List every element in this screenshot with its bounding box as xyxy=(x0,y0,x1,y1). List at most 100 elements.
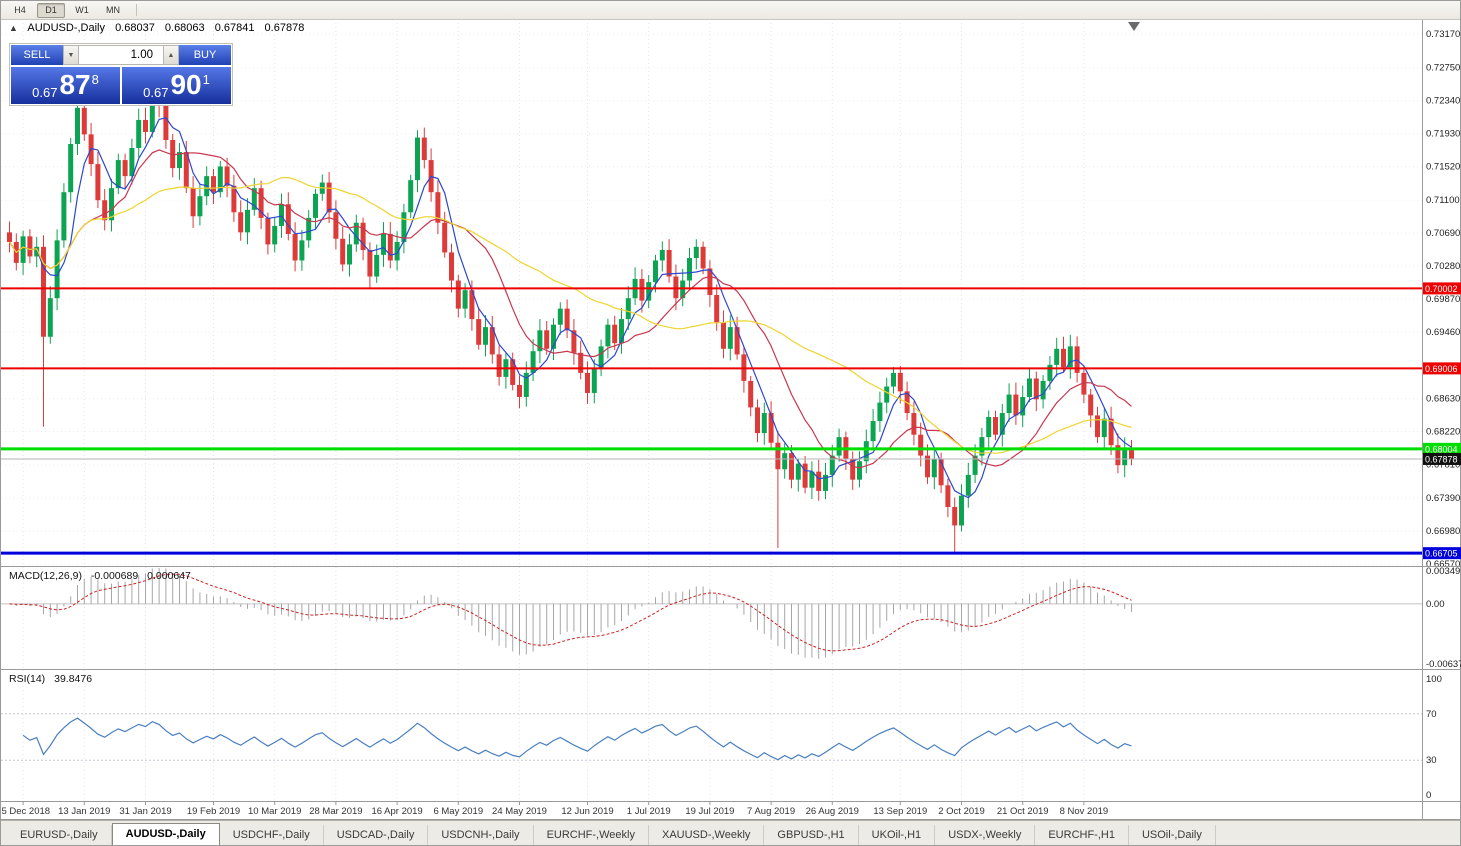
macd-axis: 0.00349 0.00 -0.00637 xyxy=(1426,566,1461,670)
ohlc-open: 0.68037 xyxy=(115,22,155,34)
svg-text:12 Jun 2019: 12 Jun 2019 xyxy=(561,806,613,817)
level-price-tag-0.69006[interactable]: 0.69006 xyxy=(1423,362,1461,375)
svg-text:19 Feb 2019: 19 Feb 2019 xyxy=(187,806,240,817)
ohlc-high: 0.68063 xyxy=(164,22,205,34)
svg-text:0.70280: 0.70280 xyxy=(1426,261,1460,272)
svg-text:0.69870: 0.69870 xyxy=(1426,294,1460,305)
buy-price-pipette: 1 xyxy=(202,72,210,87)
svg-text:0.73170: 0.73170 xyxy=(1426,29,1460,40)
level-price-tag-0.70002[interactable]: 0.70002 xyxy=(1423,282,1461,295)
macd-histogram xyxy=(15,568,1132,659)
rsi-axis: 100 70 30 0 xyxy=(1426,674,1442,801)
grid xyxy=(1,19,1422,800)
timeframe-button-d1[interactable]: D1 xyxy=(37,2,65,18)
svg-text:30: 30 xyxy=(1426,755,1437,766)
svg-text:0: 0 xyxy=(1426,790,1431,801)
svg-text:0.00349: 0.00349 xyxy=(1426,566,1460,577)
chart-info-line: ▲ AUDUSD-,Daily 0.68037 0.68063 0.67841 … xyxy=(9,22,311,34)
one-click-quotes-row: 0.67 87 8 0.67 90 1 xyxy=(11,67,231,104)
chart-tab-audusd-daily[interactable]: AUDUSD-,Daily xyxy=(111,823,220,845)
svg-text:13 Jan 2019: 13 Jan 2019 xyxy=(58,806,110,817)
svg-text:2 Oct 2019: 2 Oct 2019 xyxy=(938,806,984,817)
macd-signal-value: 0.000647 xyxy=(147,570,191,582)
chart-tabs-bar: EURUSD-,Daily AUDUSD-,Daily USDCHF-,Daily U… xyxy=(1,820,1460,845)
svg-text:0.66705: 0.66705 xyxy=(1425,549,1458,559)
chart-tab-usoil-daily[interactable]: USOil-,Daily xyxy=(1129,825,1216,845)
svg-text:0.00: 0.00 xyxy=(1426,599,1445,610)
timeframe-toolbar: H4 D1 W1 MN xyxy=(1,1,1460,20)
svg-text:100: 100 xyxy=(1426,674,1442,685)
svg-text:0.70002: 0.70002 xyxy=(1425,284,1458,294)
ohlc-low: 0.67841 xyxy=(214,22,255,34)
macd-main-value: -0.000689 xyxy=(90,570,139,582)
timeframe-button-h4[interactable]: H4 xyxy=(14,4,26,15)
level-price-tag-0.66705[interactable]: 0.66705 xyxy=(1423,547,1461,560)
svg-text:0.68004: 0.68004 xyxy=(1425,444,1458,454)
svg-text:0.68220: 0.68220 xyxy=(1426,427,1460,438)
sell-price-display[interactable]: 0.67 87 8 xyxy=(11,67,120,104)
svg-text:26 Aug 2019: 26 Aug 2019 xyxy=(806,806,859,817)
svg-text:25 Dec 2018: 25 Dec 2018 xyxy=(1,806,50,817)
ma-13-line xyxy=(8,149,1132,469)
ma-34-line xyxy=(8,176,1132,454)
rsi-info-line: RSI(14) 39.8476 xyxy=(9,673,98,685)
chart-tab-usdx-weekly[interactable]: USDX-,Weekly xyxy=(935,825,1036,845)
svg-text:0.69460: 0.69460 xyxy=(1426,327,1460,338)
volume-increase-button[interactable]: ▲ xyxy=(163,45,179,65)
svg-text:70: 70 xyxy=(1426,709,1437,720)
sell-price-pipette: 8 xyxy=(91,72,99,87)
level-price-tag-0.68004[interactable]: 0.68004 xyxy=(1423,442,1461,455)
svg-text:0.68630: 0.68630 xyxy=(1426,394,1460,405)
sell-price-big: 87 xyxy=(59,69,91,100)
date-axis: 25 Dec 2018 13 Jan 2019 31 Jan 2019 19 Feb … xyxy=(1,801,1108,817)
svg-text:0.67878: 0.67878 xyxy=(1425,454,1458,464)
buy-price-display[interactable]: 0.67 90 1 xyxy=(122,67,231,104)
sell-button[interactable]: SELL xyxy=(11,45,63,65)
bid-price-tag: 0.67878 xyxy=(1423,452,1461,465)
rsi-label: RSI(14) xyxy=(9,673,46,685)
chart-symbol-period: AUDUSD-,Daily xyxy=(27,22,105,34)
timeframe-button-w1[interactable]: W1 xyxy=(75,4,89,15)
svg-text:13 Sep 2019: 13 Sep 2019 xyxy=(873,806,927,817)
one-click-controls-row: SELL ▼ ▲ BUY xyxy=(11,45,231,65)
sell-price-prefix: 0.67 xyxy=(32,85,58,100)
svg-text:21 Oct 2019: 21 Oct 2019 xyxy=(997,806,1049,817)
svg-text:0.72340: 0.72340 xyxy=(1426,96,1460,107)
one-click-collapse-icon[interactable]: ▲ xyxy=(9,23,18,33)
toolbar-separator xyxy=(136,4,137,16)
timeframe-button-mn[interactable]: MN xyxy=(106,4,120,15)
svg-text:31 Jan 2019: 31 Jan 2019 xyxy=(119,806,171,817)
svg-text:28 Mar 2019: 28 Mar 2019 xyxy=(309,806,362,817)
svg-text:0.71520: 0.71520 xyxy=(1426,162,1460,173)
chart-tab-eurchf-h1[interactable]: EURCHF-,H1 xyxy=(1035,825,1129,845)
macd-info-line: MACD(12,26,9) -0.000689 0.000647 xyxy=(9,570,197,582)
rsi-value: 39.8476 xyxy=(54,673,93,685)
svg-text:0.66570: 0.66570 xyxy=(1426,559,1460,570)
candlestick-series xyxy=(7,80,1134,552)
buy-price-big: 90 xyxy=(170,69,202,100)
svg-text:0.72750: 0.72750 xyxy=(1426,63,1460,74)
buy-button[interactable]: BUY xyxy=(179,45,231,65)
chart-tab-eurusd-daily[interactable]: EURUSD-,Daily xyxy=(7,825,112,845)
svg-text:0.71930: 0.71930 xyxy=(1426,129,1460,140)
volume-decrease-button[interactable]: ▼ xyxy=(63,45,79,65)
svg-text:0.67390: 0.67390 xyxy=(1426,493,1460,504)
svg-text:7 Aug 2019: 7 Aug 2019 xyxy=(747,806,795,817)
svg-text:8 Nov 2019: 8 Nov 2019 xyxy=(1060,806,1109,817)
svg-text:24 May 2019: 24 May 2019 xyxy=(492,806,547,817)
price-axis: 0.73170 0.72750 0.72340 0.71930 0.71520 0.711… xyxy=(1426,29,1460,570)
chart-tab-usdcad-daily[interactable]: USDCAD-,Daily xyxy=(324,825,429,845)
chart-shift-marker-icon[interactable] xyxy=(1128,22,1140,31)
chart-tab-eurchf-weekly[interactable]: EURCHF-,Weekly xyxy=(534,825,649,845)
chart-tab-ukoil-h1[interactable]: UKOil-,H1 xyxy=(859,825,936,845)
svg-text:0.70690: 0.70690 xyxy=(1426,228,1460,239)
chart-tab-xauusd-weekly[interactable]: XAUUSD-,Weekly xyxy=(649,825,765,845)
chart-tab-gbpusd-h1[interactable]: GBPUSD-,H1 xyxy=(764,825,859,845)
chart-canvas[interactable]: 0.73170 0.72750 0.72340 0.71930 0.71520 0.711… xyxy=(1,1,1461,823)
chart-tab-usdchf-daily[interactable]: USDCHF-,Daily xyxy=(220,825,324,845)
chart-tab-usdcnh-daily[interactable]: USDCNH-,Daily xyxy=(428,825,534,845)
svg-text:1 Jul 2019: 1 Jul 2019 xyxy=(627,806,671,817)
svg-text:16 Apr 2019: 16 Apr 2019 xyxy=(371,806,422,817)
volume-input[interactable] xyxy=(79,45,163,65)
